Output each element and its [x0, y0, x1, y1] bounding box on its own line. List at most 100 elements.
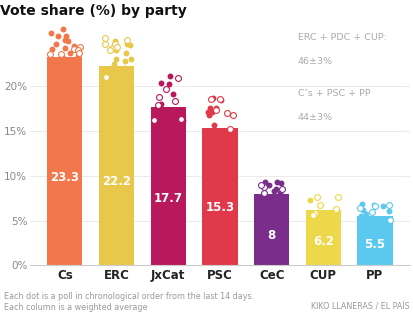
Text: Each dot is a poll in chronological order from the last 14 days.
Each column is : Each dot is a poll in chronological orde… [4, 292, 254, 312]
Point [107, 71, 114, 76]
Point [150, 117, 157, 122]
Point [123, 42, 130, 47]
Point [64, 38, 71, 43]
Text: 46±3%: 46±3% [297, 57, 332, 66]
Point [170, 91, 176, 96]
Point [108, 45, 115, 50]
Point [74, 54, 81, 59]
Point [48, 30, 55, 35]
Point [176, 111, 183, 116]
Point [112, 38, 119, 43]
Point [110, 61, 117, 66]
Text: 5.5: 5.5 [363, 238, 385, 251]
Point [359, 208, 366, 213]
Point [158, 101, 164, 106]
Point [54, 58, 61, 63]
Point [356, 205, 362, 210]
Point [48, 47, 55, 52]
Text: 17.7: 17.7 [153, 192, 182, 205]
Point [171, 99, 178, 104]
Point [163, 87, 169, 92]
Point [270, 188, 277, 193]
Bar [99, 66, 134, 265]
Text: C’s + PSC + PP: C’s + PSC + PP [297, 89, 370, 98]
Text: 8: 8 [267, 229, 275, 242]
Point [316, 203, 323, 208]
Point [124, 38, 131, 43]
Point [75, 51, 82, 56]
Point [215, 133, 221, 138]
Text: KIKO LLANERAS / EL PAÍS: KIKO LLANERAS / EL PAÍS [310, 303, 409, 312]
Point [154, 107, 161, 112]
Point [48, 57, 55, 62]
Point [370, 202, 377, 207]
Point [75, 47, 81, 52]
Point [102, 42, 108, 47]
Point [385, 202, 391, 207]
Bar [356, 216, 392, 265]
Point [63, 34, 69, 39]
Point [268, 196, 275, 201]
Bar [47, 57, 82, 265]
Point [216, 96, 223, 101]
Point [386, 218, 393, 223]
Point [272, 186, 278, 191]
Point [357, 214, 363, 219]
Point [174, 116, 180, 121]
Point [257, 182, 263, 187]
Text: 6.2: 6.2 [312, 236, 333, 249]
Point [59, 27, 66, 32]
Point [217, 98, 224, 103]
Point [211, 136, 218, 141]
Point [211, 122, 217, 127]
Point [209, 96, 216, 101]
Point [223, 110, 230, 115]
Bar [150, 107, 185, 265]
Point [69, 62, 75, 67]
Point [208, 110, 214, 115]
Point [67, 51, 74, 56]
Point [113, 56, 119, 61]
Text: 22.2: 22.2 [102, 175, 131, 188]
Point [47, 52, 53, 57]
Point [358, 202, 365, 207]
Point [276, 191, 283, 196]
Point [204, 109, 211, 114]
Bar [254, 194, 289, 265]
Point [272, 195, 278, 200]
Point [62, 37, 68, 43]
Bar [305, 210, 340, 265]
Point [212, 107, 219, 112]
Text: 23.3: 23.3 [50, 171, 79, 184]
Point [379, 203, 386, 208]
Point [107, 48, 114, 53]
Point [229, 112, 236, 117]
Point [70, 43, 77, 48]
Point [371, 203, 377, 208]
Point [52, 42, 59, 47]
Point [313, 195, 320, 200]
Point [311, 210, 318, 215]
Point [112, 47, 119, 52]
Text: Vote share (%) by party: Vote share (%) by party [0, 4, 186, 18]
Text: ERC + PDC + CUP:: ERC + PDC + CUP: [297, 33, 386, 42]
Point [127, 57, 134, 62]
Point [166, 82, 172, 87]
Text: 15.3: 15.3 [205, 201, 234, 214]
Point [179, 117, 186, 123]
Point [314, 210, 320, 215]
Point [309, 212, 315, 217]
Point [60, 55, 66, 60]
Point [154, 103, 161, 108]
Point [76, 44, 83, 49]
Point [362, 212, 368, 217]
Point [212, 106, 219, 111]
Point [114, 45, 120, 50]
Point [273, 180, 280, 185]
Point [206, 106, 213, 111]
Point [278, 196, 285, 201]
Point [207, 97, 214, 102]
Point [112, 41, 118, 46]
Point [121, 58, 128, 63]
Point [278, 186, 285, 192]
